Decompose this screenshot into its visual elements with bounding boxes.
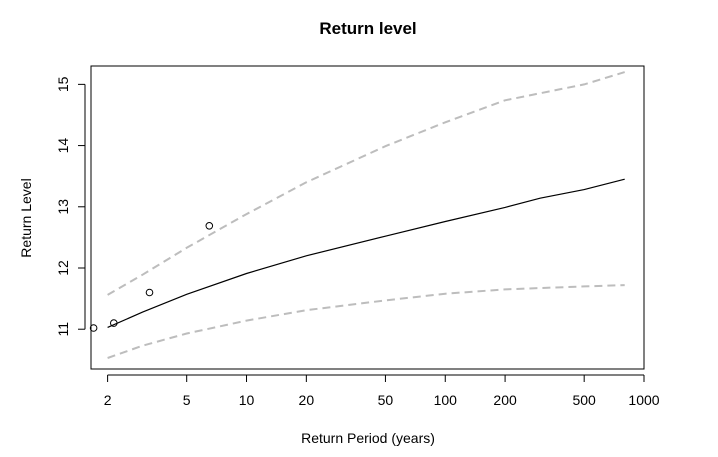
confidence-bound-line-2 — [107, 284, 625, 359]
series-layer — [107, 71, 625, 359]
x-tick-label: 1000 — [628, 392, 659, 408]
y-tick-label: 13 — [55, 199, 71, 215]
y-axis: 11 12 13 14 15 — [55, 76, 86, 337]
return-level-curve — [107, 178, 625, 328]
x-tick-label: 2 — [104, 392, 112, 408]
plot-area-frame — [90, 65, 645, 370]
data-point — [110, 319, 118, 327]
y-axis-label: Return Level — [18, 178, 34, 257]
x-tick-label: 10 — [239, 392, 255, 408]
observed-points — [89, 222, 214, 332]
x-tick-label: 20 — [299, 392, 315, 408]
x-tick-label: 5 — [183, 392, 191, 408]
chart-title: Return level — [319, 19, 416, 38]
y-tick-label: 14 — [55, 138, 71, 154]
x-tick-label: 200 — [493, 392, 517, 408]
x-axis-label: Return Period (years) — [301, 430, 435, 446]
x-tick-label: 50 — [378, 392, 394, 408]
data-point — [205, 222, 214, 230]
y-tick-label: 15 — [55, 76, 71, 92]
data-point — [89, 324, 98, 332]
confidence-bound-line-1 — [107, 71, 625, 296]
y-tick-label: 11 — [55, 322, 71, 337]
data-point — [145, 288, 154, 297]
x-axis: 2 5 10 20 50 100 200 500 1000 — [104, 374, 660, 408]
x-tick-label: 500 — [572, 392, 596, 408]
y-tick-label: 12 — [55, 260, 71, 276]
x-tick-label: 100 — [434, 392, 458, 408]
